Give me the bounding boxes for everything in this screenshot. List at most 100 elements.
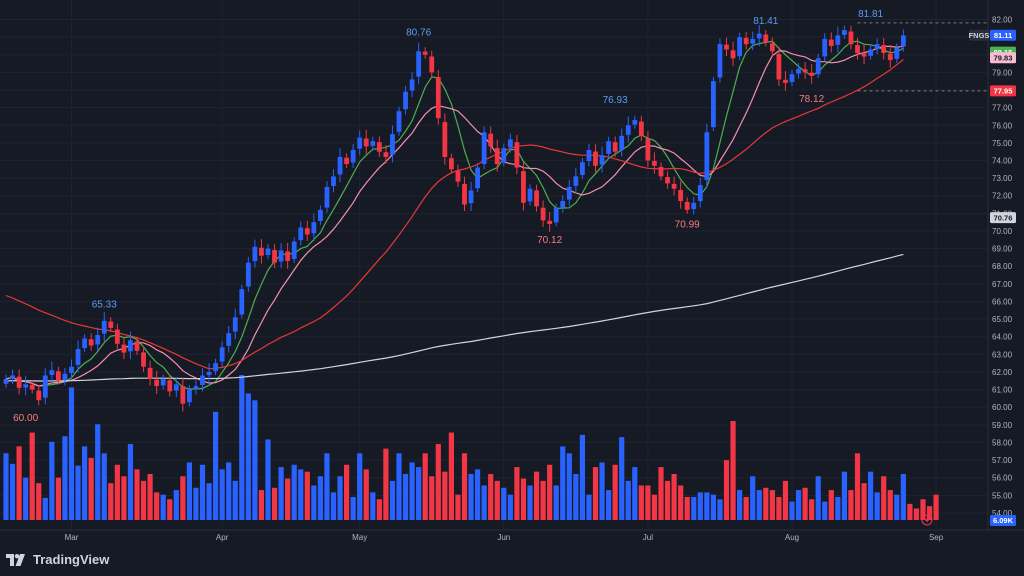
price-tag: 70.76 (990, 212, 1016, 224)
candle (704, 123, 710, 188)
candle (16, 369, 22, 395)
volume-bar (127, 444, 134, 520)
price-tick-label: 62.00 (992, 368, 1013, 377)
candle (547, 212, 553, 232)
volume-bar (455, 494, 461, 520)
volume-bar (245, 393, 251, 520)
volume-bar (193, 487, 199, 520)
volume-bar (304, 471, 310, 520)
volume-bar (776, 496, 782, 520)
volume-bar (868, 471, 874, 520)
volume-bar (258, 490, 265, 520)
candle (887, 45, 893, 68)
brand-logo[interactable]: TradingView (6, 552, 109, 567)
volume-bar (913, 508, 920, 520)
time-tick-label: May (352, 533, 367, 542)
volume-bar (645, 485, 651, 520)
price-tag: 81.11 FNGS (969, 29, 1016, 41)
price-tick-label: 76.00 (992, 121, 1013, 130)
volume-bar (376, 499, 382, 520)
volume-bar (494, 480, 500, 520)
candle (540, 200, 546, 227)
volume-bar (874, 492, 880, 520)
volume-bar (409, 462, 415, 520)
volume-bar (533, 471, 540, 520)
candle (23, 375, 29, 396)
moving-average-line-2 (5, 45, 904, 387)
time-axis[interactable]: MarAprMayJunJulAugSepOct (65, 533, 1024, 542)
candle (3, 374, 9, 388)
volume-bar (822, 501, 828, 520)
volume-bar (82, 446, 88, 520)
price-tick-label: 74.00 (992, 157, 1013, 166)
candle (776, 46, 782, 86)
volume-bar (389, 480, 396, 520)
volume-bar (9, 463, 16, 520)
candle (429, 50, 435, 78)
volume-bar (638, 485, 644, 520)
volume-bar (344, 464, 350, 520)
lightning-icon[interactable] (921, 514, 933, 526)
volume-bar (448, 432, 454, 520)
price-tick-label: 66.00 (992, 297, 1013, 306)
candle (324, 181, 330, 213)
candle (114, 323, 120, 350)
candle (606, 136, 611, 158)
volume-bar (697, 492, 703, 520)
candle (213, 358, 218, 376)
time-tick-label: Jul (643, 533, 653, 542)
volume-bar (134, 469, 140, 520)
volume-bar (396, 453, 402, 520)
candle (442, 113, 448, 165)
volume-bar (416, 467, 422, 520)
volume-bar (101, 453, 107, 520)
time-tick-label: Sep (929, 533, 944, 542)
time-tick-label: Apr (216, 533, 229, 542)
candle (678, 181, 684, 209)
candle (835, 26, 841, 53)
volume-bar (461, 453, 468, 520)
candle (291, 237, 297, 263)
volume-bar (147, 473, 153, 520)
candle (265, 244, 271, 259)
price-tick-label: 77.00 (992, 104, 1013, 113)
candle (625, 116, 631, 143)
candle (409, 72, 415, 98)
price-tick-label: 60.00 (992, 403, 1013, 412)
volume-bar (737, 490, 743, 520)
extreme-label: 60.00 (13, 413, 38, 424)
candle (658, 162, 664, 181)
candle (802, 61, 808, 79)
candle (10, 369, 15, 384)
candle (187, 385, 192, 407)
volume-bar (36, 483, 42, 520)
candle (697, 177, 703, 208)
volume-bar (206, 483, 212, 520)
volume-bar (887, 490, 893, 520)
candle (193, 380, 199, 395)
volume-bar (579, 434, 585, 520)
volume-bar (350, 496, 356, 520)
candle (36, 384, 42, 406)
candle (881, 37, 887, 60)
candle (855, 37, 860, 60)
price-tick-label: 56.00 (992, 474, 1013, 483)
price-tick-label: 65.00 (992, 315, 1013, 324)
candle (566, 179, 572, 207)
volume-tag: 6.09K (990, 515, 1016, 526)
candle (69, 359, 74, 380)
volume-bar (723, 460, 730, 520)
candle (468, 181, 474, 211)
candle (638, 115, 644, 142)
candle (82, 334, 87, 352)
volume-bar (802, 487, 808, 520)
candle (245, 256, 251, 292)
extreme-label: 78.12 (799, 94, 824, 105)
candle (350, 144, 356, 168)
volume-bar (717, 499, 723, 520)
tradingview-logo-icon (6, 553, 25, 566)
candle (521, 162, 526, 211)
volume-bar (337, 476, 343, 520)
volume-bar (121, 476, 127, 520)
